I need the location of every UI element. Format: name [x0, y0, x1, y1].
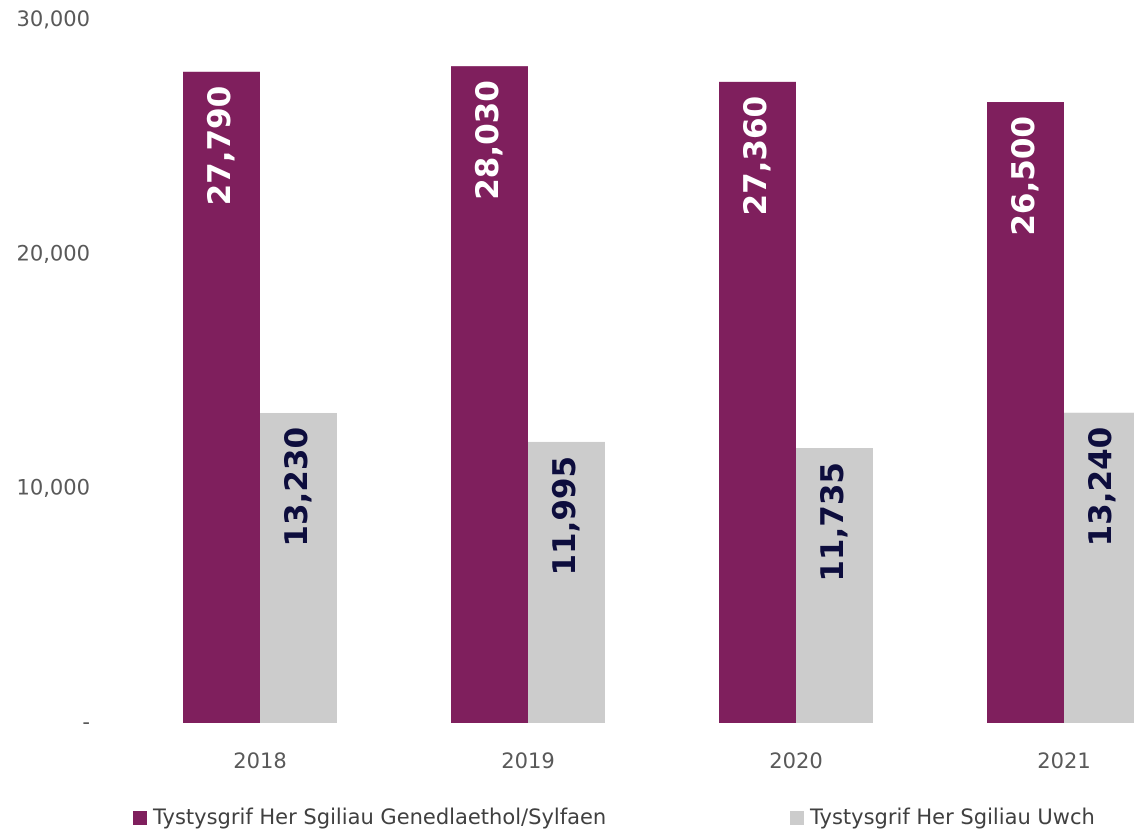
legend-swatch [133, 811, 147, 825]
bar [987, 102, 1064, 724]
data-label: 13,240 [1083, 427, 1119, 547]
x-tick-label: 2020 [769, 749, 822, 773]
legend-swatch [790, 811, 804, 825]
legend-label: Tystysgrif Her Sgiliau Uwch [809, 805, 1095, 829]
data-label: 11,995 [547, 456, 583, 576]
x-tick-label: 2019 [501, 749, 554, 773]
bar [796, 448, 873, 723]
data-label: 27,790 [202, 86, 238, 206]
bar [451, 66, 528, 723]
bar [260, 412, 337, 723]
data-label: 13,230 [279, 427, 315, 547]
data-label: 26,500 [1006, 116, 1042, 236]
bar [528, 441, 605, 723]
x-tick-label: 2021 [1037, 749, 1090, 773]
legend-label: Tystysgrif Her Sgiliau Genedlaethol/Sylf… [152, 805, 606, 829]
data-label: 11,735 [815, 462, 851, 582]
data-label: 27,360 [738, 96, 774, 216]
y-tick-label: 20,000 [17, 241, 90, 265]
bar [183, 71, 260, 724]
data-label: 28,030 [470, 80, 506, 200]
y-tick-label: - [82, 710, 90, 734]
bar [719, 81, 796, 723]
y-tick-label: 10,000 [17, 476, 90, 500]
x-tick-label: 2018 [233, 749, 286, 773]
y-tick-label: 30,000 [17, 7, 90, 31]
bar [1064, 412, 1134, 723]
